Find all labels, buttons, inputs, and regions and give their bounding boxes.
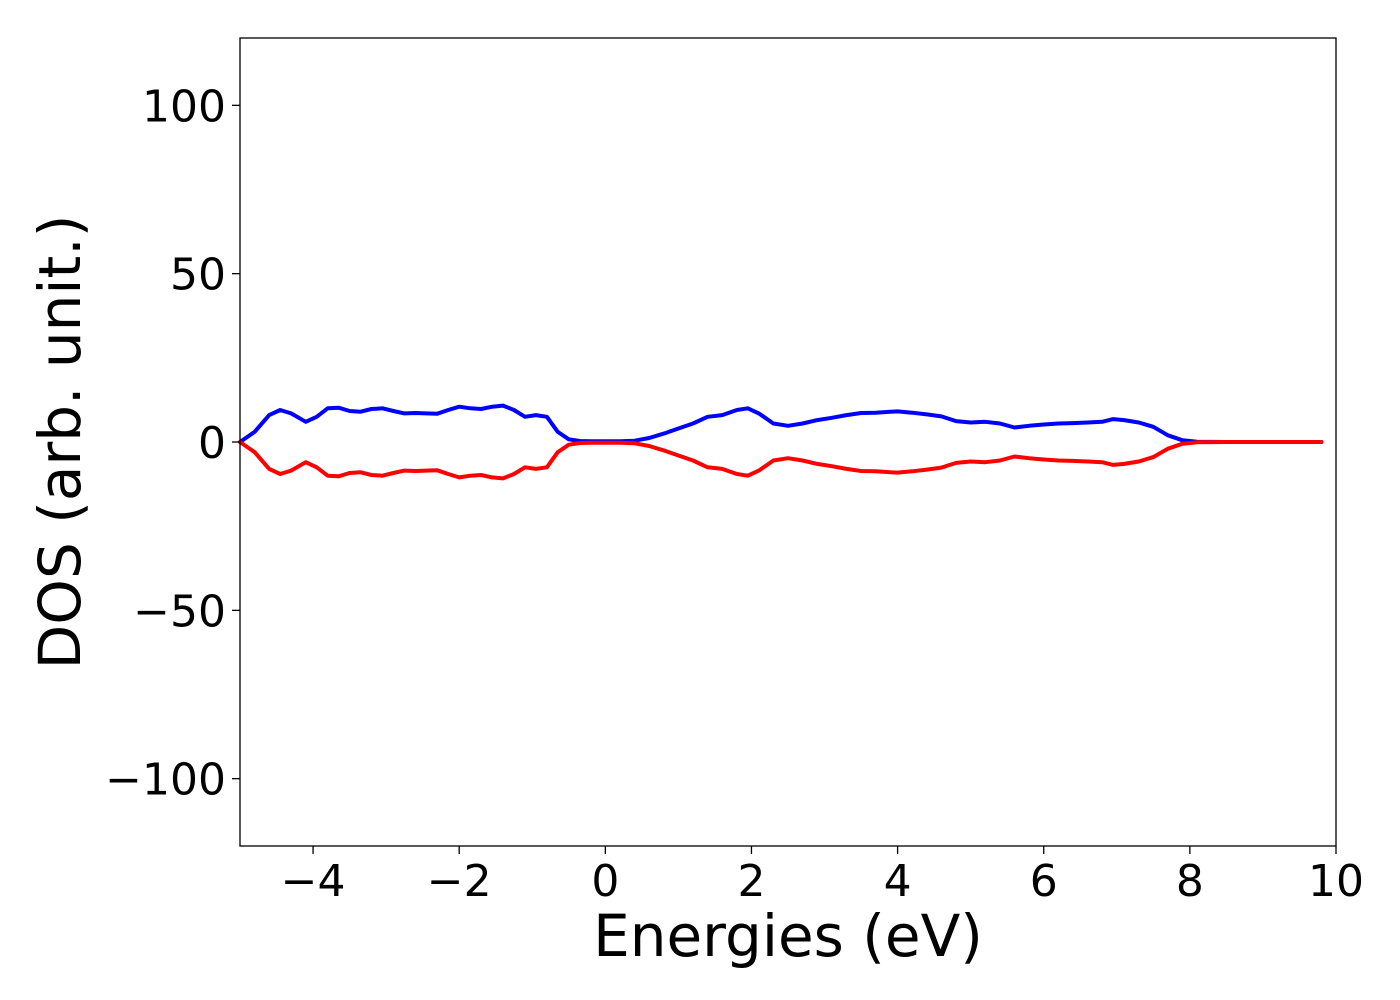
y-tick-label: −50 <box>133 586 226 637</box>
x-tick-label: 10 <box>1308 856 1364 907</box>
x-tick-label: 0 <box>591 856 619 907</box>
x-tick-label: −2 <box>427 856 492 907</box>
x-axis: −4 −2 0 2 4 6 8 10 <box>281 846 1364 907</box>
y-tick-label: 50 <box>170 250 226 301</box>
series-layer <box>238 403 1324 481</box>
x-axis-label: Energies (eV) <box>593 902 983 970</box>
series-0-line <box>238 403 1324 444</box>
y-tick-label: −100 <box>105 755 226 806</box>
x-tick-label: 8 <box>1176 856 1204 907</box>
y-tick-label: 100 <box>142 81 226 132</box>
y-axis-label: DOS (arb. unit.) <box>26 215 94 670</box>
x-tick-label: 2 <box>737 856 765 907</box>
x-tick-label: 6 <box>1030 856 1058 907</box>
y-axis: 100 50 0 −50 −100 <box>105 81 240 806</box>
series-1-line <box>238 440 1324 481</box>
y-tick-label: 0 <box>198 418 226 469</box>
x-tick-label: −4 <box>281 856 346 907</box>
x-tick-label: 4 <box>884 856 912 907</box>
